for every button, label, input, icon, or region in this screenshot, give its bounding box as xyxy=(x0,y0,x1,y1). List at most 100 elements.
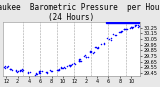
Point xyxy=(78,58,81,60)
Point xyxy=(21,70,23,72)
Point xyxy=(69,65,71,67)
Point xyxy=(46,72,48,73)
Point xyxy=(60,67,62,68)
Point xyxy=(129,27,131,29)
Point xyxy=(66,66,68,67)
Point xyxy=(18,71,21,72)
Point xyxy=(123,28,126,30)
Point xyxy=(78,60,80,61)
Point xyxy=(84,56,87,58)
Point xyxy=(85,56,88,57)
Point xyxy=(17,71,19,72)
Point xyxy=(112,34,115,35)
Point xyxy=(124,29,126,30)
Point xyxy=(69,65,71,66)
Point xyxy=(64,67,66,68)
Point xyxy=(137,24,139,26)
Point xyxy=(97,48,99,49)
Point xyxy=(74,63,76,64)
Point xyxy=(84,54,86,56)
Point xyxy=(18,70,21,71)
Point xyxy=(3,66,6,67)
Point xyxy=(3,66,5,67)
Point xyxy=(58,68,60,69)
Point xyxy=(60,67,63,69)
Point xyxy=(82,55,85,57)
Point xyxy=(114,34,116,35)
Point xyxy=(34,74,36,75)
Point xyxy=(72,63,75,64)
Point xyxy=(11,69,13,70)
Point xyxy=(90,51,92,52)
Point xyxy=(78,60,80,61)
Point xyxy=(86,56,89,57)
Point xyxy=(46,71,48,73)
Point xyxy=(38,70,41,72)
Point xyxy=(130,26,132,28)
Point xyxy=(134,24,137,26)
Point xyxy=(120,30,123,31)
Point xyxy=(3,68,6,69)
Point xyxy=(48,69,51,70)
Point xyxy=(90,51,93,53)
Point xyxy=(56,69,59,70)
Point xyxy=(27,72,29,74)
Point xyxy=(118,31,120,32)
Point xyxy=(62,66,65,67)
Point xyxy=(100,44,103,45)
Point xyxy=(95,46,97,47)
Point xyxy=(77,59,80,60)
Point xyxy=(109,39,112,40)
Point xyxy=(57,69,60,71)
Point xyxy=(16,72,18,73)
Point xyxy=(125,28,128,30)
Point xyxy=(15,70,18,71)
Point xyxy=(119,31,121,33)
Point xyxy=(96,47,99,48)
Point xyxy=(50,70,52,71)
Point xyxy=(120,30,122,31)
Bar xyxy=(106,22,140,23)
Point xyxy=(68,64,71,66)
Point xyxy=(35,72,37,73)
Point xyxy=(96,47,98,49)
Point xyxy=(92,51,95,52)
Point xyxy=(79,60,82,61)
Point xyxy=(119,32,122,33)
Point xyxy=(5,66,8,68)
Point xyxy=(109,37,112,39)
Point xyxy=(35,74,38,75)
Point xyxy=(138,26,140,27)
Point xyxy=(125,28,128,29)
Point xyxy=(102,43,105,44)
Point xyxy=(89,51,92,52)
Point xyxy=(123,28,126,30)
Point xyxy=(69,64,72,65)
Point xyxy=(21,69,24,70)
Point xyxy=(37,70,40,72)
Point xyxy=(92,52,94,54)
Point xyxy=(6,66,8,68)
Point xyxy=(133,26,136,27)
Point xyxy=(39,72,42,74)
Point xyxy=(107,38,110,40)
Point xyxy=(28,72,31,73)
Point xyxy=(40,70,43,71)
Point xyxy=(71,63,73,65)
Point xyxy=(69,64,72,65)
Point xyxy=(77,59,80,60)
Point xyxy=(20,69,22,71)
Point xyxy=(132,27,135,28)
Point xyxy=(58,69,61,71)
Point xyxy=(88,52,91,53)
Point xyxy=(10,68,12,69)
Point xyxy=(135,25,137,26)
Point xyxy=(130,26,132,28)
Point xyxy=(9,69,12,70)
Point xyxy=(56,69,58,70)
Point xyxy=(39,70,41,72)
Point xyxy=(45,71,48,73)
Point xyxy=(38,72,40,73)
Point xyxy=(62,68,64,69)
Point xyxy=(61,67,64,69)
